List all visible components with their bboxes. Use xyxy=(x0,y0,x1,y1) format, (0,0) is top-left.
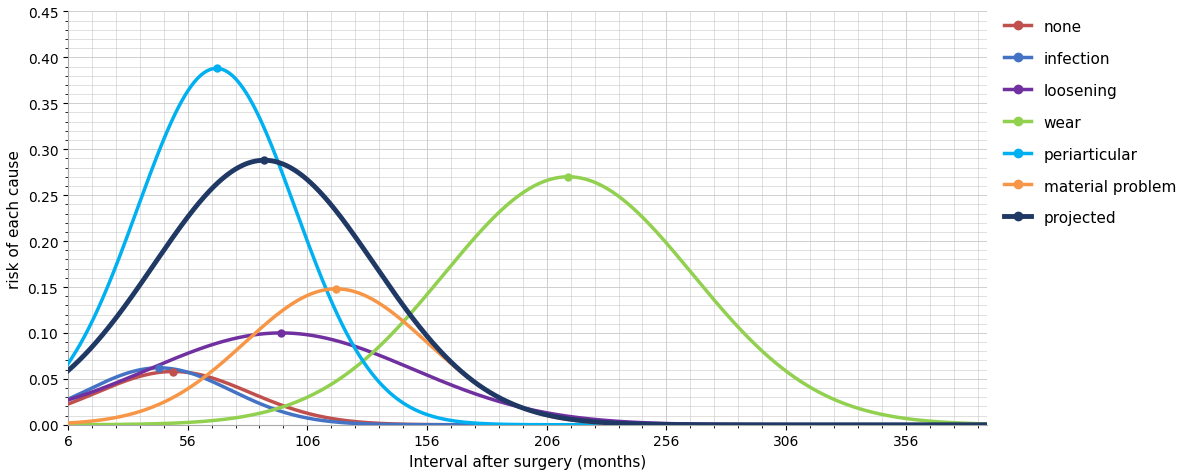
Line: wear: wear xyxy=(67,178,1011,425)
periarticular xyxy=(109,263,123,269)
loosening xyxy=(494,400,509,406)
material problem xyxy=(977,422,991,428)
projected xyxy=(977,422,991,428)
wear xyxy=(977,421,991,427)
infection xyxy=(977,422,991,428)
projected xyxy=(1004,422,1019,428)
wear xyxy=(561,175,575,180)
wear xyxy=(1004,422,1019,427)
none xyxy=(494,422,509,428)
none xyxy=(977,422,991,428)
infection xyxy=(977,422,991,428)
X-axis label: Interval after surgery (months): Interval after surgery (months) xyxy=(409,454,646,469)
wear xyxy=(494,208,509,213)
Line: periarticular: periarticular xyxy=(67,69,1011,425)
wear xyxy=(804,385,819,391)
periarticular xyxy=(60,361,75,367)
wear xyxy=(60,422,75,427)
loosening xyxy=(109,380,123,386)
periarticular xyxy=(521,422,535,427)
infection xyxy=(521,422,535,428)
periarticular xyxy=(977,422,991,428)
infection xyxy=(109,375,123,380)
material problem xyxy=(494,397,509,402)
Y-axis label: risk of each cause: risk of each cause xyxy=(7,149,22,288)
none xyxy=(1004,422,1019,428)
Line: infection: infection xyxy=(67,368,1011,425)
projected xyxy=(109,315,123,321)
loosening xyxy=(274,330,289,336)
projected xyxy=(977,422,991,428)
periarticular xyxy=(209,66,224,72)
none xyxy=(977,422,991,428)
none xyxy=(166,369,180,375)
loosening xyxy=(521,406,535,412)
infection xyxy=(1004,422,1019,428)
material problem xyxy=(329,287,343,292)
wear xyxy=(977,421,991,427)
material problem xyxy=(60,420,75,426)
material problem xyxy=(804,422,819,428)
Line: material problem: material problem xyxy=(67,289,1011,425)
periarticular xyxy=(977,422,991,428)
infection xyxy=(804,422,819,428)
none xyxy=(109,382,123,387)
projected xyxy=(521,407,535,412)
loosening xyxy=(60,397,75,403)
material problem xyxy=(977,422,991,428)
material problem xyxy=(521,407,535,413)
Line: none: none xyxy=(67,372,1011,425)
projected xyxy=(494,397,509,402)
infection xyxy=(60,397,75,402)
none xyxy=(60,401,75,407)
none xyxy=(521,422,535,428)
Legend: none, infection, loosening, wear, periarticular, material problem, projected: none, infection, loosening, wear, periar… xyxy=(1004,20,1176,226)
material problem xyxy=(1004,422,1019,428)
periarticular xyxy=(1004,422,1019,428)
projected xyxy=(257,158,271,164)
projected xyxy=(804,422,819,428)
Line: loosening: loosening xyxy=(67,333,1011,425)
infection xyxy=(494,422,509,428)
projected xyxy=(60,368,75,374)
material problem xyxy=(109,415,123,420)
Line: projected: projected xyxy=(67,161,1011,425)
loosening xyxy=(977,422,991,428)
wear xyxy=(109,422,123,427)
infection xyxy=(151,365,166,371)
loosening xyxy=(977,422,991,428)
periarticular xyxy=(804,422,819,428)
wear xyxy=(519,188,534,194)
periarticular xyxy=(494,422,509,427)
loosening xyxy=(804,422,819,428)
loosening xyxy=(1004,422,1019,428)
none xyxy=(804,422,819,428)
